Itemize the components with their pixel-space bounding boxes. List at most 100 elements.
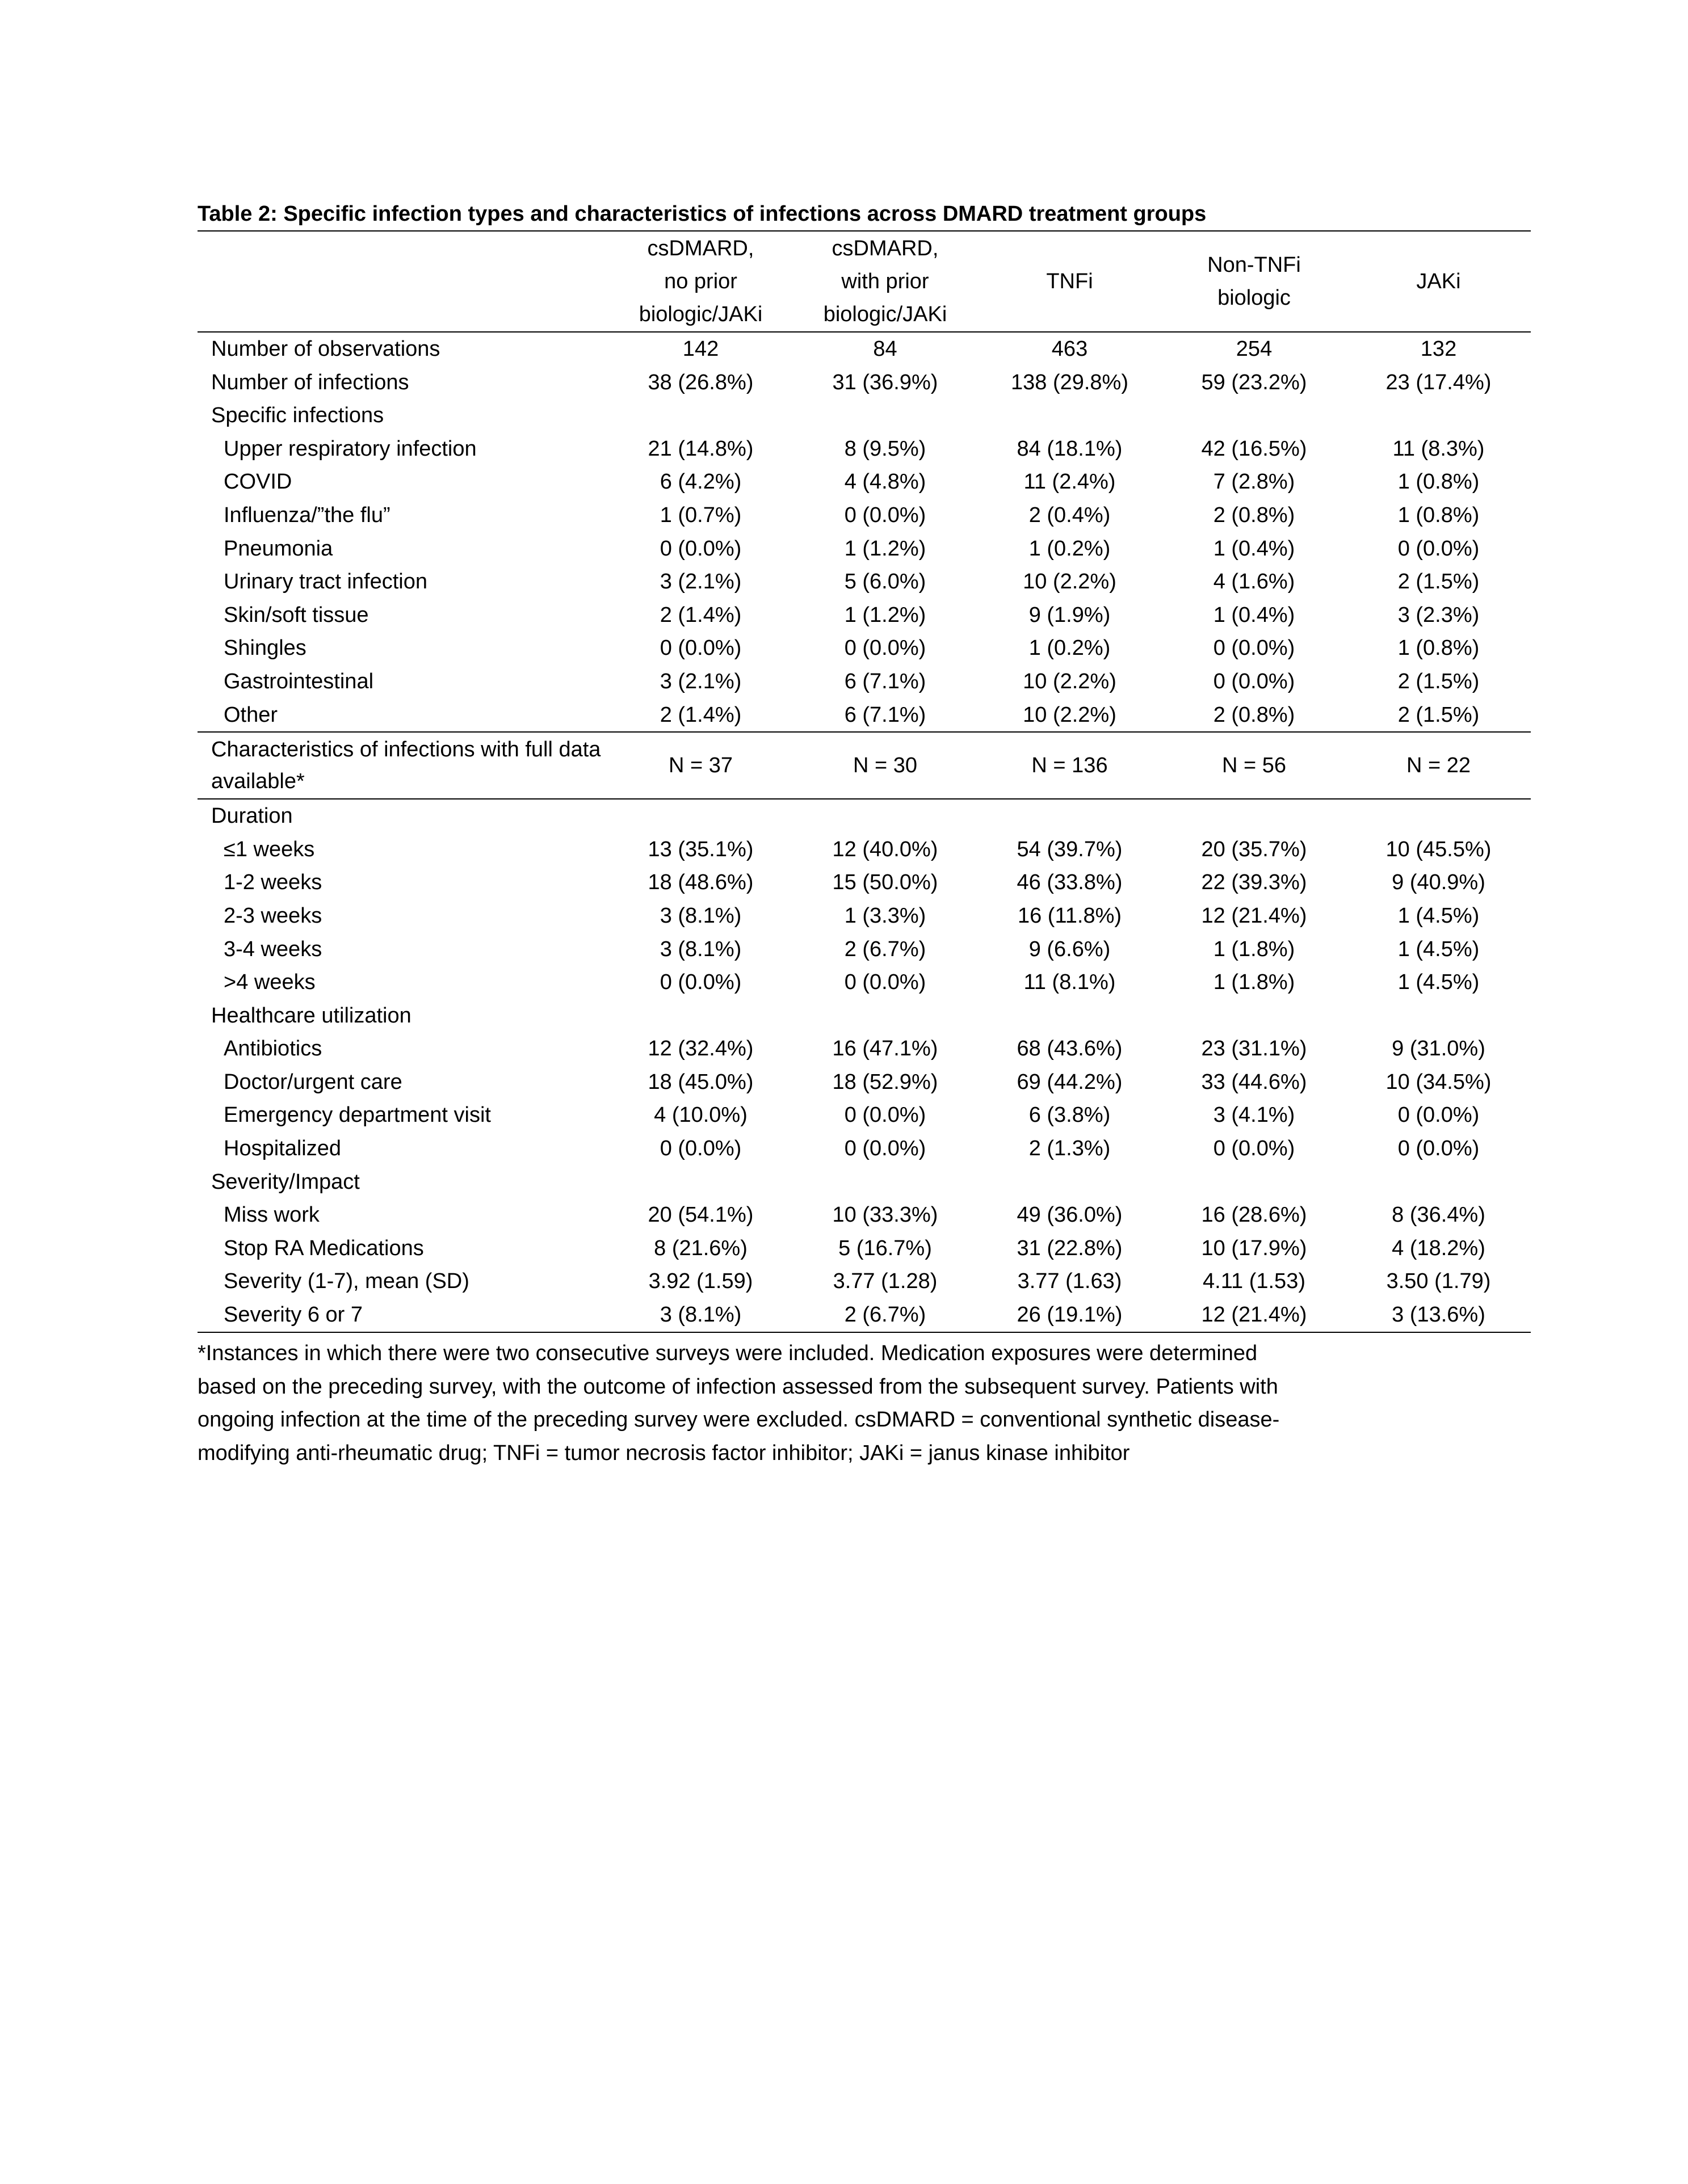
cell-value: 54 (39.7%) xyxy=(1017,837,1123,861)
column-header: JAKi xyxy=(1346,230,1531,333)
row-label: Hospitalized xyxy=(224,1137,341,1161)
cell-value: 6 (7.1%) xyxy=(844,702,926,727)
row-label: Stop RA Medications xyxy=(224,1236,424,1260)
cell-value: 2 (0.8%) xyxy=(1213,503,1295,527)
cell-value: 9 (1.9%) xyxy=(1028,603,1111,627)
cell-value: 1 (0.7%) xyxy=(660,503,742,527)
section-heading: Duration xyxy=(198,798,608,833)
cell-value: 11 (8.3%) xyxy=(1392,436,1485,461)
data-table: csDMARD, no prior biologic/JAKi csDMARD, wit… xyxy=(198,230,1531,1333)
cell-value: 3 (8.1%) xyxy=(660,903,742,928)
cell-value: 6 (3.8%) xyxy=(1028,1103,1111,1127)
row-label: Antibiotics xyxy=(224,1037,322,1061)
table-header: csDMARD, no prior biologic/JAKi csDMARD, wit… xyxy=(198,230,1531,333)
section-row: Severity/Impact xyxy=(198,1165,1531,1199)
empty-cell xyxy=(793,798,977,833)
cell-value: 1 (4.5%) xyxy=(1397,937,1480,961)
cell-value: 0 (0.0%) xyxy=(660,536,742,561)
empty-cell xyxy=(1346,798,1531,833)
cell-value: 1 (0.2%) xyxy=(1028,636,1111,660)
row-label: 2-3 weeks xyxy=(224,903,322,928)
cell-value: 0 (0.0%) xyxy=(844,1137,926,1161)
cell-value: 1 (4.5%) xyxy=(1397,903,1480,928)
cell-value: 4 (18.2%) xyxy=(1392,1236,1485,1260)
cell-value: 0 (0.0%) xyxy=(1397,1103,1480,1127)
empty-cell xyxy=(793,999,977,1033)
cell-value: 31 (36.9%) xyxy=(832,370,938,394)
cell-value: 84 xyxy=(873,337,897,361)
cell-value: 0 (0.0%) xyxy=(660,970,742,995)
cell-value: 8 (9.5%) xyxy=(844,436,926,461)
header-line: TNFi xyxy=(1046,270,1093,293)
empty-cell xyxy=(793,399,977,432)
empty-cell xyxy=(977,399,1162,432)
row-label: Doctor/urgent care xyxy=(224,1070,402,1094)
cell-value: 18 (45.0%) xyxy=(648,1070,754,1094)
section-heading: Specific infections xyxy=(211,403,384,428)
cell-value: 2 (0.8%) xyxy=(1213,702,1295,727)
empty-cell xyxy=(1346,999,1531,1033)
row-label: Urinary tract infection xyxy=(224,570,428,594)
column-header: csDMARD, with prior biologic/JAKi xyxy=(793,230,977,333)
column-header: TNFi xyxy=(977,230,1162,333)
cell-value: 2 (1.5%) xyxy=(1397,570,1480,594)
row-label: Characteristics of infections with full … xyxy=(198,731,608,799)
cell-value: 5 (16.7%) xyxy=(838,1236,932,1260)
empty-cell xyxy=(608,798,793,833)
empty-cell xyxy=(1162,798,1346,833)
header-line: csDMARD, xyxy=(832,237,939,260)
cell-value: 2 (1.5%) xyxy=(1397,702,1480,727)
table-row: Number of observations 142 84 463 254 132 xyxy=(198,332,1531,366)
cell-value: 4 (4.8%) xyxy=(844,470,926,494)
row-label: Emergency department visit xyxy=(224,1103,491,1127)
section-row: Healthcare utilization xyxy=(198,999,1531,1033)
header-line: biologic/JAKi xyxy=(823,302,947,326)
row-label: 1-2 weeks xyxy=(224,870,322,895)
row-label: Number of infections xyxy=(211,370,409,394)
cell-value: 11 (8.1%) xyxy=(1023,970,1116,995)
cell-value: 3.77 (1.28) xyxy=(833,1269,938,1294)
cell-value: 69 (44.2%) xyxy=(1017,1070,1123,1094)
cell-value: 7 (2.8%) xyxy=(1213,470,1295,494)
table-row: Other 2 (1.4%) 6 (7.1%) 10 (2.2%) 2 (0.8%) 2 … xyxy=(198,698,1531,733)
cell-value: 4 (1.6%) xyxy=(1213,570,1295,594)
cell-value: 10 (2.2%) xyxy=(1023,702,1116,727)
cell-value: 68 (43.6%) xyxy=(1017,1037,1123,1061)
cell-value: 33 (44.6%) xyxy=(1201,1070,1307,1094)
empty-cell xyxy=(608,999,793,1033)
row-label: ≤1 weeks xyxy=(224,837,315,861)
table-row: Emergency department visit 4 (10.0%) 0 (0.… xyxy=(198,1099,1531,1132)
cell-value: 0 (0.0%) xyxy=(844,636,926,660)
cell-value: 1 (3.3%) xyxy=(844,903,926,928)
cell-value: 10 (34.5%) xyxy=(1385,1070,1492,1094)
footnote-line: based on the preceding survey, with the … xyxy=(198,1374,1278,1399)
cell-value: 12 (21.4%) xyxy=(1201,903,1307,928)
table-row: Miss work 20 (54.1%) 10 (33.3%) 49 (36.0%) 1… xyxy=(198,1198,1531,1232)
cell-value: 0 (0.0%) xyxy=(844,1103,926,1127)
table-row: Characteristics of infections with full … xyxy=(198,731,1531,799)
cell-value: 0 (0.0%) xyxy=(1397,1137,1480,1161)
cell-value: 3.92 (1.59) xyxy=(648,1269,753,1294)
footnote-line: *Instances in which there were two conse… xyxy=(198,1341,1258,1365)
cell-value: 18 (48.6%) xyxy=(648,870,754,895)
table-row: Antibiotics 12 (32.4%) 16 (47.1%) 68 (43.6%… xyxy=(198,1032,1531,1066)
cell-value: 21 (14.8%) xyxy=(648,436,754,461)
empty-cell xyxy=(1162,999,1346,1033)
cell-value: N = 37 xyxy=(608,731,793,799)
cell-value: 2 (1.4%) xyxy=(660,603,742,627)
cell-value: 42 (16.5%) xyxy=(1201,436,1307,461)
row-label: Upper respiratory infection xyxy=(224,436,477,461)
row-label: Miss work xyxy=(224,1203,320,1227)
cell-value: 10 (17.9%) xyxy=(1201,1236,1307,1260)
table-row: Gastrointestinal 3 (2.1%) 6 (7.1%) 10 (2.2%… xyxy=(198,665,1531,698)
cell-value: 13 (35.1%) xyxy=(648,837,754,861)
cell-value: 3.50 (1.79) xyxy=(1386,1269,1491,1294)
cell-value: 1 (4.5%) xyxy=(1397,970,1480,995)
header-line: with prior xyxy=(841,270,929,293)
cell-value: 1 (1.2%) xyxy=(844,536,926,561)
cell-value: 1 (0.8%) xyxy=(1397,470,1480,494)
cell-value: 2 (6.7%) xyxy=(844,937,926,961)
empty-cell xyxy=(793,1165,977,1199)
column-header: Non-TNFi biologic xyxy=(1162,230,1346,333)
cell-value: 9 (6.6%) xyxy=(1028,937,1111,961)
